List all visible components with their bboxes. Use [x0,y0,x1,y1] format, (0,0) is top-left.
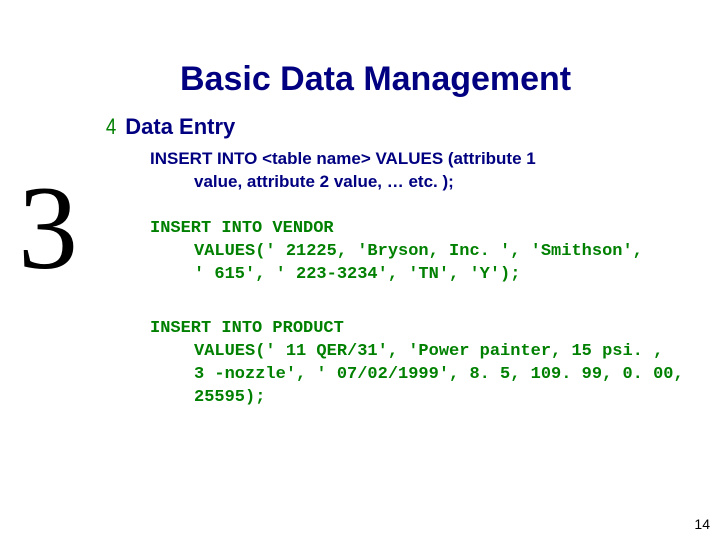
product-line-3: 3 -nozzle', ' 07/02/1999', 8. 5, 109. 99… [150,364,705,387]
syntax-line-2: value, attribute 2 value, … etc. ); [150,171,680,194]
product-code-block: INSERT INTO PRODUCT VALUES(' 11 QER/31',… [150,318,705,410]
slide-title: Basic Data Management [180,60,571,99]
page-number: 14 [694,516,710,532]
slide: 3 Basic Data Management 4 Data Entry INS… [0,0,720,540]
vendor-line-2: VALUES(' 21225, 'Bryson, Inc. ', 'Smiths… [150,241,705,264]
product-line-2: VALUES(' 11 QER/31', 'Power painter, 15 … [150,341,705,364]
vendor-code-block: INSERT INTO VENDOR VALUES(' 21225, 'Brys… [150,218,705,287]
syntax-line-1: INSERT INTO <table name> VALUES (attribu… [150,149,536,168]
vendor-line-3: ' 615', ' 223-3234', 'TN', 'Y'); [150,264,705,287]
bullet-icon: 4 [106,116,116,138]
product-line-1: INSERT INTO PRODUCT [150,319,344,338]
syntax-paragraph: INSERT INTO <table name> VALUES (attribu… [150,148,680,194]
chapter-number: 3 [18,168,78,288]
product-line-4: 25595); [150,387,705,410]
bullet-row: 4 Data Entry [105,114,235,140]
vendor-line-1: INSERT INTO VENDOR [150,219,334,238]
bullet-text: Data Entry [125,114,235,140]
